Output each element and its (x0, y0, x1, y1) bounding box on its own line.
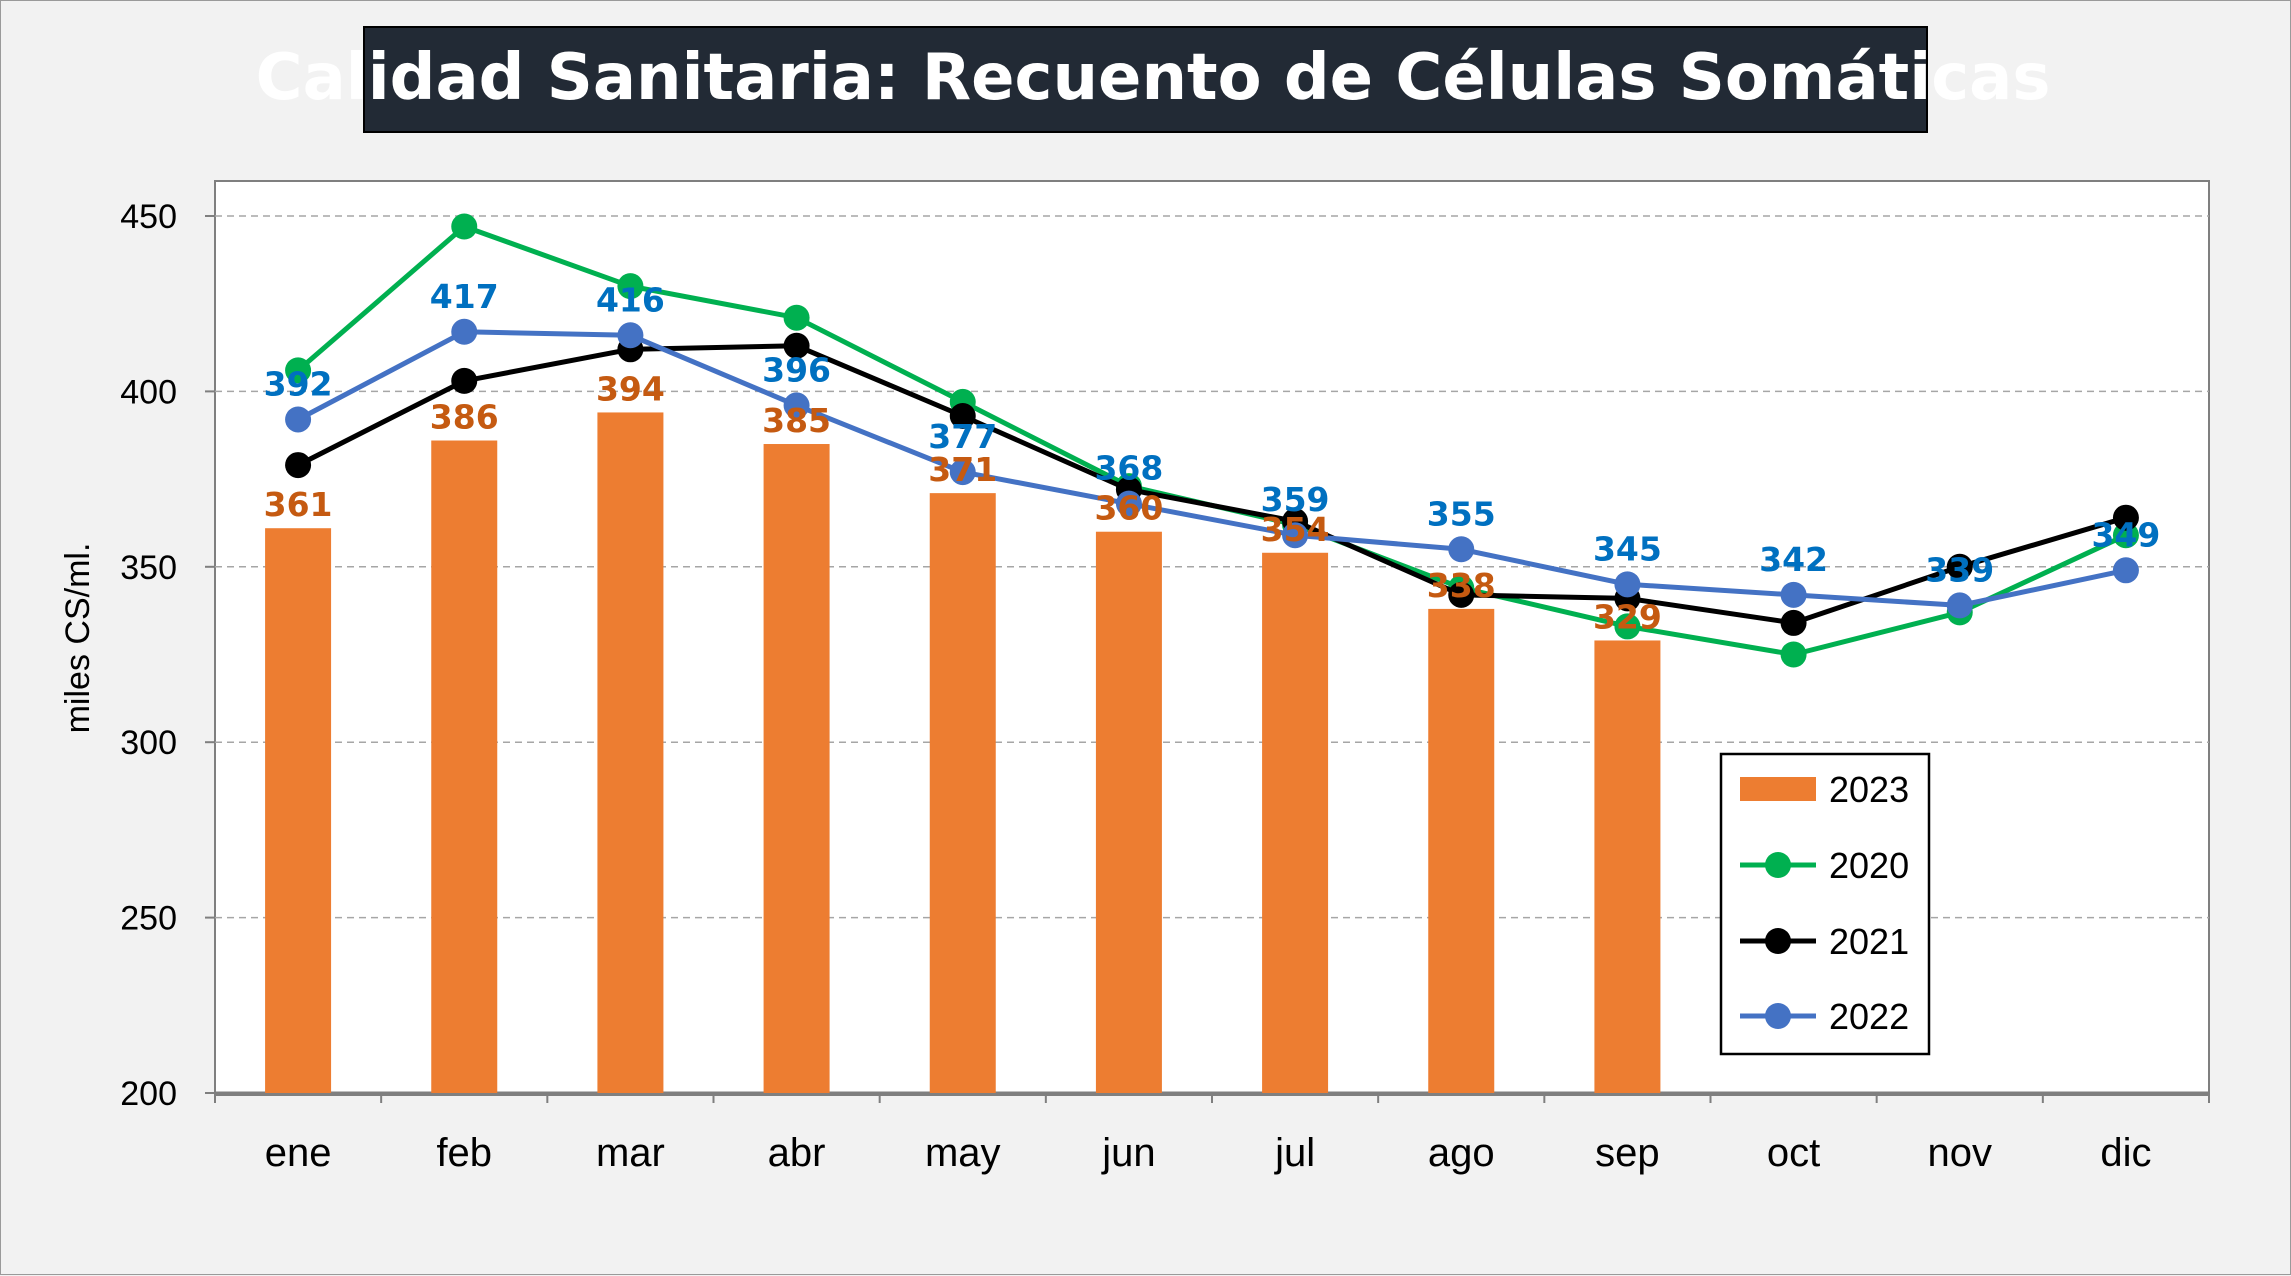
x-tick-label: jun (1101, 1131, 1155, 1175)
marker-2021 (1946, 553, 1973, 580)
legend-label-2020: 2020 (1829, 845, 1909, 886)
marker-2021 (1448, 581, 1475, 608)
line-series (285, 213, 2139, 668)
data-label-2023: 329 (1593, 597, 1662, 636)
bar-2023 (1262, 552, 1329, 1093)
marker-2022 (1780, 581, 1807, 608)
marker-2022 (617, 322, 644, 349)
legend-box (1719, 752, 1931, 1056)
marker-2021 (783, 332, 810, 359)
bar-2023 (431, 440, 498, 1094)
data-label-2022: 417 (430, 277, 499, 316)
y-tick-label: 350 (120, 549, 177, 587)
y-tick-label: 200 (120, 1075, 177, 1113)
data-label-2022: 416 (596, 280, 665, 319)
data-label-2022: 396 (762, 350, 831, 389)
legend-label-2023: 2023 (1829, 769, 1909, 810)
data-label-2023: 354 (1261, 510, 1330, 549)
marker-2021 (451, 367, 478, 394)
bar-2023 (1428, 608, 1495, 1093)
marker-2022 (949, 459, 976, 486)
chart-title-box: Calidad Sanitaria: Recuento de Células S… (256, 26, 2051, 133)
line-2021 (296, 343, 2127, 626)
marker-2020 (285, 357, 312, 384)
y-tick-label: 300 (120, 724, 177, 762)
marker-2021 (949, 402, 976, 429)
x-tick-label: dic (2100, 1131, 2151, 1175)
data-label-2023: 338 (1427, 566, 1496, 605)
marker-2022 (1614, 571, 1641, 598)
legend-marker-2020 (1765, 852, 1791, 878)
chart-title: Calidad Sanitaria: Recuento de Células S… (256, 41, 2051, 115)
marker-2022 (1946, 592, 1973, 619)
data-label-2022: 349 (2091, 515, 2160, 554)
x-tick-label: mar (596, 1131, 665, 1175)
data-label-2022: 345 (1593, 529, 1662, 568)
title-background (363, 26, 1928, 133)
bar-2023 (1095, 531, 1162, 1093)
data-label-2022: 355 (1427, 494, 1496, 533)
marker-2022 (451, 318, 478, 345)
legend-marker-2022 (1765, 1003, 1791, 1029)
y-tick-label: 250 (120, 900, 177, 938)
data-labels: 361 386 394 385 371 360 354 338 329 392 417 416 396 3… (264, 277, 2161, 637)
marker-2020 (617, 273, 644, 300)
x-tick-label: feb (436, 1131, 492, 1175)
marker-2022 (285, 406, 312, 433)
marker-2022 (1448, 536, 1475, 563)
marker-2020 (1780, 641, 1807, 668)
data-label-2022: 342 (1759, 540, 1828, 579)
y-tick-label: 400 (120, 373, 177, 411)
marker-2020 (451, 213, 478, 240)
bar-2023 (597, 412, 664, 1093)
data-label-2022: 377 (928, 417, 997, 456)
data-label-2022: 359 (1261, 480, 1330, 519)
x-tick-label: abr (768, 1131, 826, 1175)
marker-2022 (2112, 557, 2139, 584)
x-tick-label: ene (265, 1131, 332, 1175)
bar-2023 (763, 444, 830, 1093)
y-axis-label: miles CS/ml. (59, 543, 97, 734)
x-tick-label: oct (1767, 1131, 1820, 1175)
legend: 2023 2020 2021 2022 (1719, 752, 1931, 1056)
legend-marker-2021 (1765, 928, 1791, 954)
x-tick-label: jul (1274, 1131, 1315, 1175)
marker-2022 (783, 392, 810, 419)
bar-2023 (1594, 640, 1661, 1093)
data-label-2022: 339 (1925, 550, 1994, 589)
x-tick-label: sep (1595, 1131, 1660, 1175)
x-tick-label: ago (1428, 1131, 1495, 1175)
marker-2020 (783, 304, 810, 331)
x-axis-ticks: ene feb mar abr may jun jul ago sep oct nov dic (214, 1091, 2210, 1175)
data-label-2023: 361 (264, 485, 333, 524)
data-label-2022: 368 (1094, 449, 1163, 488)
y-axis-ticks: 200 250 300 350 400 450 (120, 198, 215, 1113)
x-tick-label: may (925, 1131, 1001, 1175)
bars-2023 (265, 412, 1661, 1094)
line-2022 (296, 329, 2127, 608)
data-label-2023: 385 (762, 401, 831, 440)
legend-label-2022: 2022 (1829, 996, 1909, 1037)
marker-2022 (1115, 490, 1142, 517)
legend-swatch-2023 (1740, 777, 1816, 801)
data-label-2023: 394 (596, 369, 665, 408)
legend-label-2021: 2021 (1829, 921, 1909, 962)
marker-2021 (2112, 504, 2139, 531)
marker-2022 (1282, 522, 1309, 549)
data-label-2023: 371 (928, 450, 997, 489)
marker-2021 (1780, 609, 1807, 636)
marker-2020 (1614, 613, 1641, 640)
data-label-2022: 392 (264, 364, 333, 403)
bar-2023 (929, 493, 996, 1094)
bar-2023 (265, 528, 332, 1093)
x-tick-label: nov (1928, 1131, 1993, 1175)
data-label-2023: 360 (1094, 489, 1163, 528)
y-tick-label: 450 (120, 198, 177, 236)
marker-2021 (285, 452, 312, 479)
data-label-2023: 386 (430, 398, 499, 437)
